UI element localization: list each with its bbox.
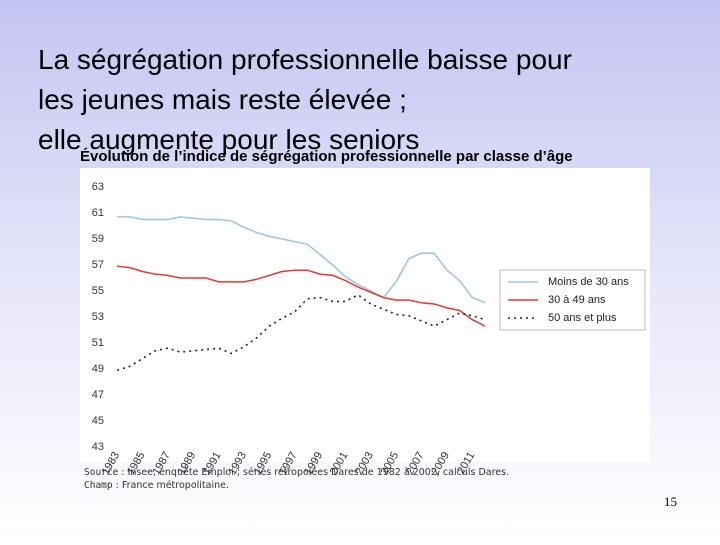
y-tick-label: 49 [92,363,104,375]
y-tick-label: 45 [92,415,104,427]
y-tick-label: 63 [92,181,104,193]
source-text: : Insee, enquête Emploi ; séries rétropo… [118,467,509,478]
champ-text: : France métropolitaine. [113,480,229,491]
page-number: 15 [664,494,677,509]
y-tick-label: 51 [92,337,104,349]
series-line [116,293,486,372]
champ: Champ : France métropolitaine. [84,480,229,491]
title-line: les jeunes mais reste élevée ; [38,84,415,115]
y-tick-label: 61 [92,207,104,219]
y-tick-label: 53 [92,311,104,323]
title-line: elle augmente pour les seniors [38,124,419,155]
slide-title: La ségrégation professionnelle baisse po… [38,44,580,155]
y-tick-label: 55 [92,285,104,297]
y-tick-label: 57 [92,259,104,271]
legend-label: 50 ans et plus [548,312,617,324]
series-line [117,216,486,304]
y-tick-label: 59 [92,233,104,245]
y-tick-label: 43 [92,441,104,453]
chart-title: Évolution de l’indice de ségrégation pro… [80,148,573,165]
champ-label: Champ [84,480,113,491]
source-label: Source [84,467,119,478]
y-tick-label: 47 [92,389,104,401]
source: Source : Insee, enquête Emploi ; séries … [84,467,509,478]
legend-label: 30 à 49 ans [548,294,606,306]
legend-label: Moins de 30 ans [548,276,629,288]
title-line: La ségrégation professionnelle baisse po… [38,44,580,75]
series-line [117,265,486,327]
